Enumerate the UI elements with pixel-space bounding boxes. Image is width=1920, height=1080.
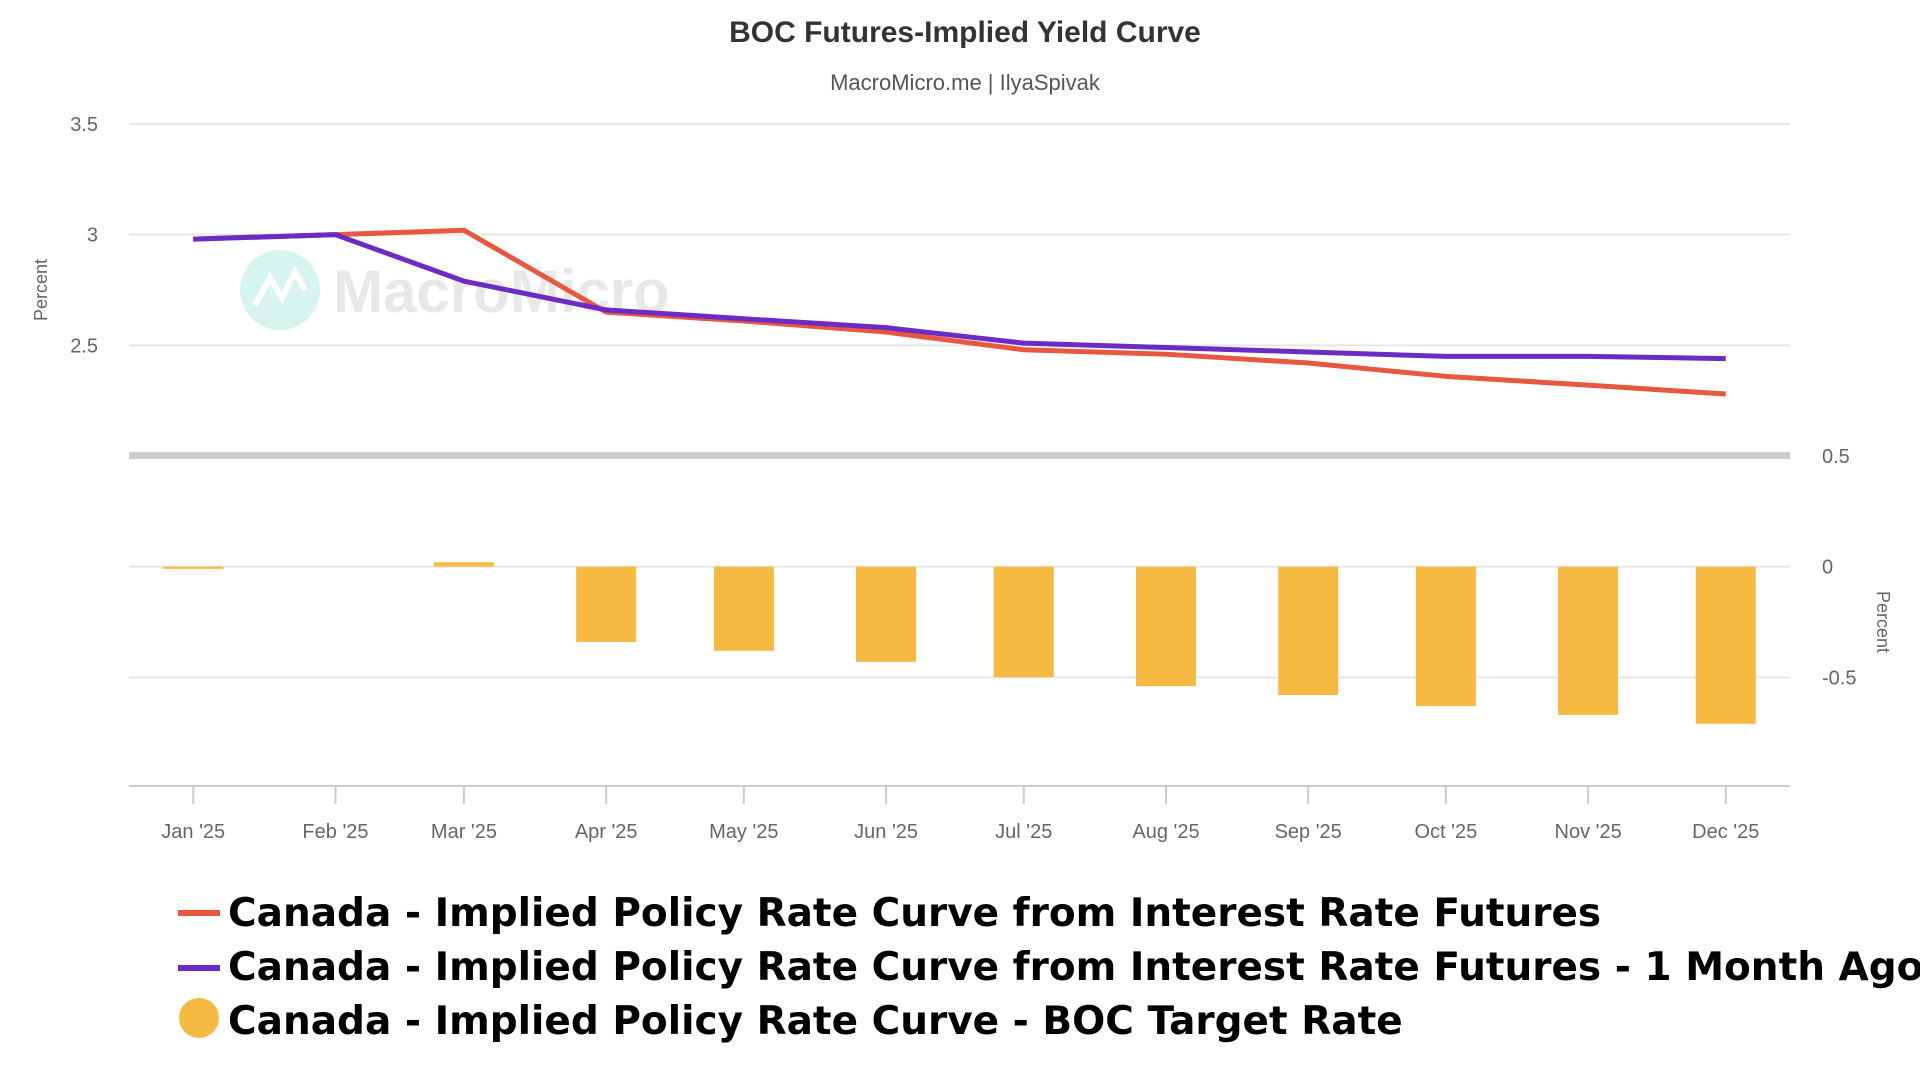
y-axis-title-left: Percent <box>31 259 51 321</box>
x-tick-label: Aug '25 <box>1132 821 1199 843</box>
legend-label: Canada - Implied Policy Rate Curve - BOC… <box>228 999 1403 1044</box>
x-tick-label: Sep '25 <box>1275 821 1342 843</box>
bar[interactable] <box>856 566 917 662</box>
legend-item-boc-target[interactable]: Canada - Implied Policy Rate Curve - BOC… <box>179 998 1403 1044</box>
x-tick-label: Feb '25 <box>302 821 368 843</box>
x-tick-label: Jan '25 <box>161 821 225 843</box>
bar[interactable] <box>1558 566 1619 715</box>
bar[interactable] <box>1695 566 1756 724</box>
y-tick-label: 3 <box>87 225 98 247</box>
x-axis: Jan '25 Feb '25 Mar '25 Apr '25 May '25 Jun '… <box>161 786 1759 843</box>
y-tick-label: 2.5 <box>70 335 98 357</box>
bar[interactable] <box>433 562 494 567</box>
bar[interactable] <box>1415 566 1476 707</box>
y-tick-label: 0.5 <box>1822 446 1850 468</box>
bar[interactable] <box>713 566 774 651</box>
legend-swatch-line <box>178 965 220 971</box>
bar-series <box>163 562 1756 724</box>
legend-swatch-circle <box>179 998 219 1038</box>
y-axis-left: 3.5 3 2.5 <box>70 114 98 357</box>
x-tick-label: Nov '25 <box>1555 821 1622 843</box>
bar[interactable] <box>1135 566 1196 687</box>
legend-label: Canada - Implied Policy Rate Curve from … <box>228 945 1920 990</box>
bar[interactable] <box>1278 566 1339 696</box>
chart-title: BOC Futures-Implied Yield Curve <box>729 16 1201 49</box>
watermark-logo-mark <box>252 265 308 307</box>
line-series <box>193 227 1726 397</box>
y-tick-label: 3.5 <box>70 114 98 136</box>
series-line[interactable] <box>193 232 1726 362</box>
bar[interactable] <box>576 566 637 642</box>
x-tick-label: Oct '25 <box>1415 821 1478 843</box>
watermark: MacroMicro <box>240 250 670 330</box>
panel-separator <box>129 452 1790 459</box>
x-tick-label: Apr '25 <box>575 821 638 843</box>
x-tick-label: Jun '25 <box>854 821 918 843</box>
bar[interactable] <box>993 566 1054 678</box>
legend-item-futures-1m-ago[interactable]: Canada - Implied Policy Rate Curve from … <box>178 945 1920 990</box>
bar[interactable] <box>163 566 224 569</box>
y-axis-right: 0.5 0 -0.5 <box>1822 446 1856 689</box>
x-tick-label: Jul '25 <box>995 821 1052 843</box>
legend: Canada - Implied Policy Rate Curve from … <box>178 891 1920 1044</box>
y-axis-title-right: Percent <box>1873 591 1893 653</box>
legend-swatch-line <box>178 910 220 916</box>
y-tick-label: 0 <box>1822 557 1833 579</box>
gridlines <box>129 123 1790 679</box>
x-tick-label: Dec '25 <box>1692 821 1759 843</box>
chart-subtitle: MacroMicro.me | IlyaSpivak <box>830 70 1101 95</box>
x-tick-label: Mar '25 <box>431 821 497 843</box>
x-tick-label: May '25 <box>709 821 778 843</box>
series-line[interactable] <box>193 227 1726 397</box>
legend-item-futures[interactable]: Canada - Implied Policy Rate Curve from … <box>178 891 1601 936</box>
y-tick-label: -0.5 <box>1822 667 1856 689</box>
legend-label: Canada - Implied Policy Rate Curve from … <box>228 891 1601 936</box>
